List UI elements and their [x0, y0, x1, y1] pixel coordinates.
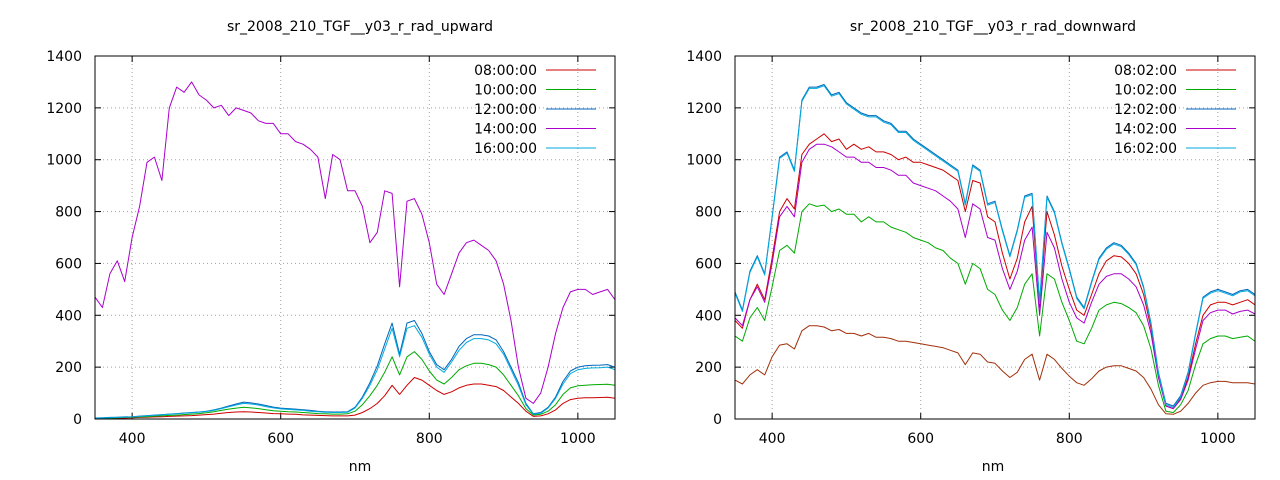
- plot-frame: [94, 55, 616, 420]
- legend-label: 12:00:00: [474, 102, 537, 118]
- x-tick-label: 600: [267, 431, 294, 447]
- plot-frame: [734, 55, 1256, 420]
- legend-label: 16:02:00: [1114, 141, 1177, 157]
- series-line-140200: [735, 143, 1255, 410]
- series-line-140000: [95, 81, 615, 404]
- x-axis-label: nm: [349, 459, 372, 475]
- y-tick-label: 1000: [686, 153, 722, 169]
- x-tick-label: 1000: [560, 431, 596, 447]
- series-line-unnamed: [735, 325, 1255, 415]
- x-axis-label: nm: [982, 459, 1005, 475]
- chart-title: sr_2008_210_TGF__y03_r_rad_downward: [850, 19, 1136, 35]
- legend-label: 14:00:00: [474, 122, 537, 138]
- y-tick-label: 1400: [46, 49, 82, 65]
- y-tick-label: 200: [695, 360, 722, 376]
- x-tick-label: 1000: [1200, 431, 1236, 447]
- legend-label: 08:00:00: [474, 63, 537, 79]
- series-line-100200: [735, 203, 1255, 413]
- y-tick-label: 400: [695, 308, 722, 324]
- y-tick-label: 1000: [46, 153, 82, 169]
- y-tick-label: 800: [695, 205, 722, 221]
- y-tick-label: 400: [55, 308, 82, 324]
- y-tick-label: 1200: [686, 101, 722, 117]
- y-tick-label: 1400: [686, 49, 722, 65]
- y-tick-label: 800: [55, 205, 82, 221]
- series-group: [735, 84, 1255, 415]
- y-tick-label: 600: [55, 256, 82, 272]
- y-tick-label: 1200: [46, 101, 82, 117]
- legend-label: 16:00:00: [474, 141, 537, 157]
- series-line-100000: [95, 351, 615, 419]
- x-tick-label: 800: [416, 431, 443, 447]
- y-tick-label: 0: [73, 412, 82, 428]
- series-group: [95, 81, 615, 419]
- y-tick-label: 600: [695, 256, 722, 272]
- series-line-160200: [735, 85, 1255, 408]
- legend-label: 14:02:00: [1114, 122, 1177, 138]
- x-tick-label: 800: [1056, 431, 1083, 447]
- legend-label: 10:02:00: [1114, 83, 1177, 99]
- x-tick-label: 600: [907, 431, 934, 447]
- series-line-120200: [735, 84, 1255, 407]
- chart-title: sr_2008_210_TGF__y03_r_rad_upward: [227, 19, 493, 35]
- x-tick-label: 400: [759, 431, 786, 447]
- series-line-080000: [95, 377, 615, 419]
- series-line-120000: [95, 320, 615, 419]
- chart-1: sr_2008_210_TGF__y03_r_rad_upward 0 200 400…: [46, 19, 616, 475]
- y-tick-label: 0: [713, 412, 722, 428]
- y-tick-label: 200: [55, 360, 82, 376]
- series-line-160000: [95, 325, 615, 419]
- legend-label: 12:02:00: [1114, 102, 1177, 118]
- legend-label: 08:02:00: [1114, 63, 1177, 79]
- x-tick-label: 400: [119, 431, 146, 447]
- legend-label: 10:00:00: [474, 83, 537, 99]
- chart-2: sr_2008_210_TGF__y03_r_rad_downward 0 200 4…: [686, 19, 1256, 475]
